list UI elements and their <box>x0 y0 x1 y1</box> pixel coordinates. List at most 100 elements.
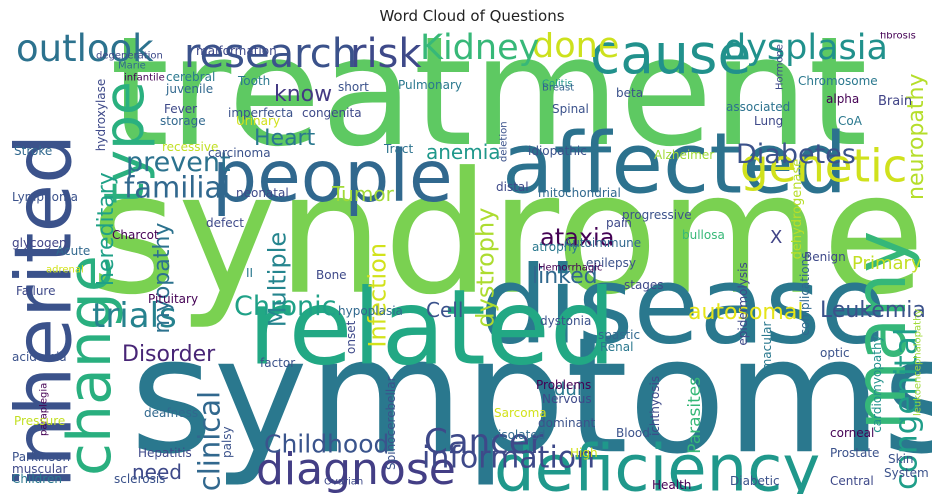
word-research: research <box>184 32 357 77</box>
word-diabetes: Diabetes <box>736 139 856 170</box>
word-dystonia: dystonia <box>540 314 591 328</box>
word-hepatitis: Hepatitis <box>138 446 192 460</box>
word-congenita: congenita <box>302 106 362 120</box>
word-carcinoma: carcinoma <box>208 146 271 160</box>
word-macular: macular <box>760 321 774 370</box>
word-factor: factor <box>260 356 295 370</box>
word-adrenal: adrenal <box>46 264 84 275</box>
word-fibrosis: fibrosis <box>880 32 916 41</box>
word-malformation: malformation <box>196 44 277 58</box>
word-coa: CoA <box>838 114 863 128</box>
chart-title: Word Cloud of Questions <box>379 7 565 25</box>
word-infantile: infantile <box>124 72 165 83</box>
word-hypoplasia: hypoplasia <box>338 304 403 318</box>
word-ovarian: Ovarian <box>324 476 363 487</box>
word-symptoms: symptoms <box>130 302 932 489</box>
word-diabetic: Diabetic <box>730 474 780 488</box>
word-information: information <box>422 441 595 476</box>
word-system: System <box>884 466 929 480</box>
word-leukoencephalopathy: leukoencephalopathy <box>912 309 923 416</box>
word-autosomal: autosomal <box>688 300 803 325</box>
word-neuropathy: neuropathy <box>904 74 929 200</box>
word-storage: storage <box>160 114 206 128</box>
word-onset: onset <box>344 320 358 354</box>
word-brain: Brain <box>878 94 912 109</box>
word-ii: II <box>246 266 253 280</box>
word-dysplasia: dysplasia <box>724 32 888 68</box>
word-clinical: clinical <box>193 391 227 491</box>
word-short: short <box>338 80 369 94</box>
word-pulmonary: Pulmonary <box>398 78 462 92</box>
word-spinocerebellar: Spinocerebellar <box>384 376 398 470</box>
word-high: High <box>570 446 598 460</box>
word-skin: Skin <box>888 452 914 466</box>
word-outlook: outlook <box>16 32 154 70</box>
word-disease: disease <box>480 244 886 368</box>
word-cancer: Cancer <box>424 422 544 462</box>
word-hemorrhagic: Hemorrhagic <box>538 262 603 273</box>
word-cell: Cell <box>426 298 463 322</box>
word-chronic: Chronic <box>234 291 336 322</box>
word-many: many <box>839 231 922 431</box>
word-ataxia: ataxia <box>540 224 614 252</box>
word-glycogen: glycogen <box>12 236 67 250</box>
word-atrophy: atrophy <box>532 240 578 254</box>
word-childhood: Childhood <box>264 429 389 458</box>
word-deficiency: deficiency <box>494 432 820 494</box>
word-dehydrogenase: dehydrogenase <box>790 159 805 260</box>
word-alpha: alpha <box>826 92 859 106</box>
word-chromosome: Chromosome <box>798 74 878 88</box>
word-renal: Renal <box>600 340 633 354</box>
word-lung: Lung <box>754 114 783 128</box>
word-risk: risk <box>350 32 422 77</box>
word-sarcoma: Sarcoma <box>494 406 547 420</box>
word-defect: defect <box>206 216 244 230</box>
word-progressive: progressive <box>622 208 692 222</box>
word-distal: distal <box>496 180 529 194</box>
word-paraplegia: paraplegia <box>38 383 49 436</box>
word-congenital: congenital <box>888 328 924 490</box>
word-urinary: Urinary <box>236 114 280 128</box>
word-parkinson: Parkinson <box>12 450 70 464</box>
word-dominant: dominant <box>538 416 596 430</box>
word-spastic: spastic <box>598 328 640 342</box>
word-imperfecta: imperfecta <box>228 106 293 120</box>
word-health: Health <box>652 478 691 492</box>
word-trials: trials <box>92 296 177 336</box>
word-cerebral: cerebral <box>166 70 215 84</box>
word-associated: associated <box>726 100 790 114</box>
word-cause: cause <box>590 32 751 86</box>
word-children: Children <box>12 472 62 486</box>
word-neonatal: neonatal <box>236 186 289 200</box>
word-recessive: recessive <box>162 140 218 154</box>
word-epidermolysis: epidermolysis <box>736 262 750 345</box>
word-adult: Adult <box>542 379 589 400</box>
word-done: done <box>532 32 619 66</box>
word-prostate: Prostate <box>830 446 879 460</box>
word-palsy: palsy <box>220 426 234 458</box>
word-people: people <box>212 135 453 218</box>
word-stages: stages <box>624 278 664 292</box>
word-sclerosis: sclerosis <box>114 472 165 486</box>
word-dystrophy: dystrophy <box>472 208 500 328</box>
word-hydroxylase: hydroxylase <box>94 79 108 152</box>
word-nervous: Nervous <box>542 392 592 406</box>
word-know: know <box>274 82 332 107</box>
word-pain: pain <box>606 216 632 230</box>
word-related: related <box>248 267 616 389</box>
word-deafness: deafness <box>144 406 198 420</box>
word-x: X <box>770 227 782 248</box>
word-charcot: Charcot <box>112 228 159 242</box>
word-hereditary: hereditary <box>94 172 119 286</box>
word-colitis: Colitis <box>542 78 573 89</box>
word-acute: Acute <box>56 244 90 258</box>
word-hormone: Hormone <box>774 44 785 90</box>
word-stroke: Stroke <box>14 144 52 158</box>
word-change: change <box>55 255 125 476</box>
word-syndrome: syndrome <box>90 136 925 332</box>
word-disorder: Disorder <box>122 342 216 367</box>
word-tooth: Tooth <box>237 74 270 88</box>
word-spinal: Spinal <box>552 102 589 116</box>
word-marie: Marie <box>118 60 146 71</box>
